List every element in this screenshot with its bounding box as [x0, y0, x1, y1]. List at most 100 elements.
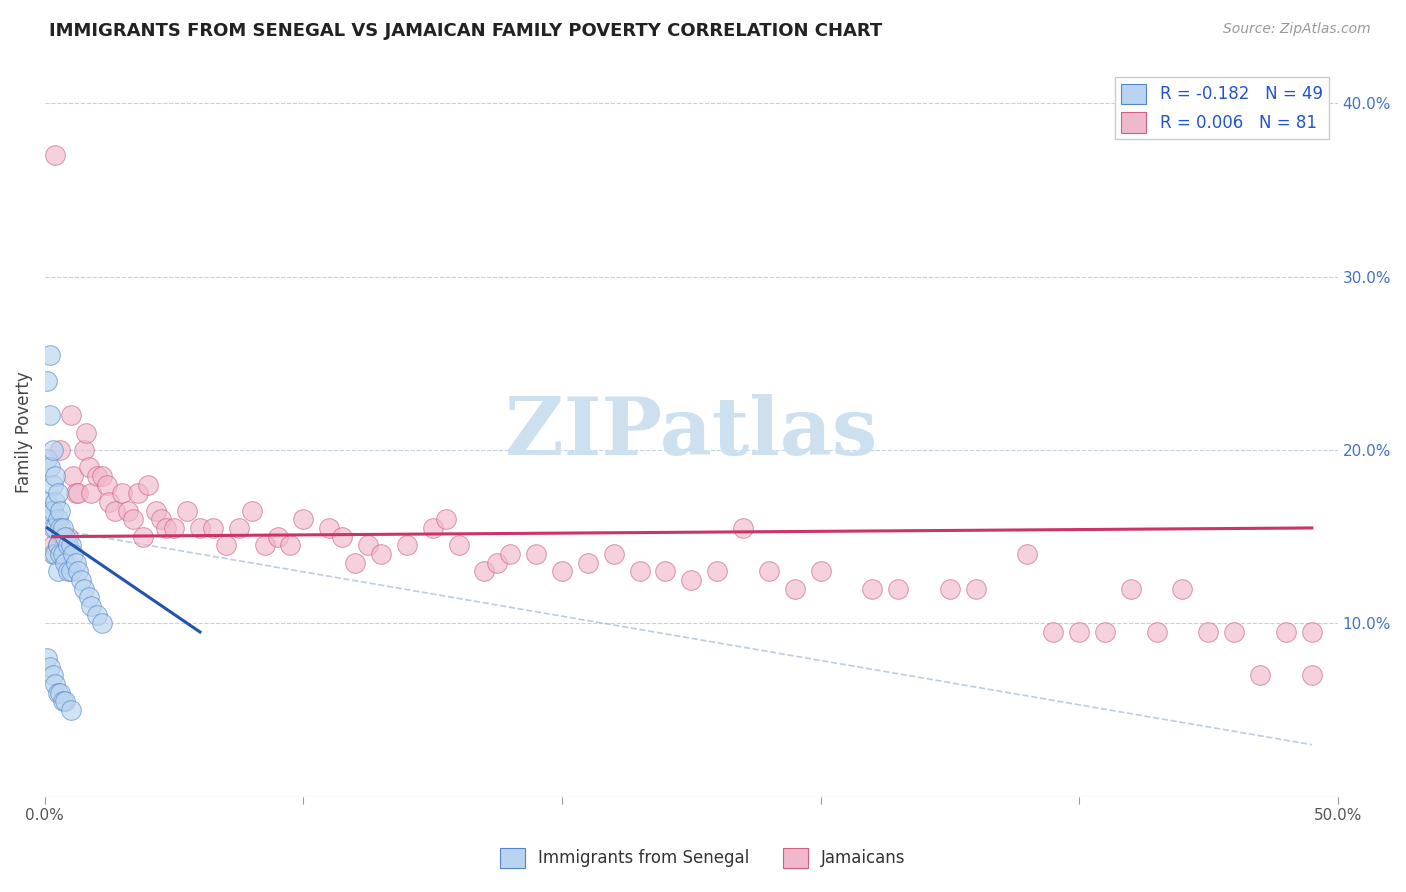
Point	[37, 495, 59, 509]
Point	[46, 686, 69, 700]
Point	[46, 486, 69, 500]
Point	[1067, 624, 1090, 639]
Point	[67, 486, 90, 500]
Point	[49, 521, 72, 535]
Point	[96, 477, 118, 491]
Point	[434, 512, 457, 526]
Point	[49, 547, 72, 561]
Legend: R = -0.182   N = 49, R = 0.006   N = 81: R = -0.182 N = 49, R = 0.006 N = 81	[1115, 77, 1329, 139]
Point	[731, 521, 754, 535]
Point	[810, 564, 832, 578]
Point	[1119, 582, 1142, 596]
Point	[1094, 624, 1116, 639]
Point	[292, 512, 315, 526]
Point	[98, 495, 121, 509]
Point	[201, 521, 224, 535]
Point	[55, 556, 77, 570]
Point	[52, 547, 75, 561]
Point	[939, 582, 962, 596]
Point	[41, 442, 63, 457]
Point	[155, 521, 177, 535]
Point	[46, 564, 69, 578]
Point	[46, 512, 69, 526]
Point	[52, 521, 75, 535]
Point	[887, 582, 910, 596]
Point	[1249, 668, 1271, 682]
Point	[55, 694, 77, 708]
Text: Source: ZipAtlas.com: Source: ZipAtlas.com	[1223, 22, 1371, 37]
Point	[117, 503, 139, 517]
Point	[49, 686, 72, 700]
Point	[965, 582, 987, 596]
Point	[41, 547, 63, 561]
Point	[44, 469, 66, 483]
Point	[80, 486, 103, 500]
Point	[39, 409, 62, 423]
Point	[474, 564, 496, 578]
Point	[422, 521, 444, 535]
Point	[121, 512, 143, 526]
Point	[145, 503, 167, 517]
Point	[280, 538, 302, 552]
Point	[44, 677, 66, 691]
Point	[59, 538, 82, 552]
Point	[44, 148, 66, 162]
Point	[59, 703, 82, 717]
Point	[52, 530, 75, 544]
Point	[49, 442, 72, 457]
Text: IMMIGRANTS FROM SENEGAL VS JAMAICAN FAMILY POVERTY CORRELATION CHART: IMMIGRANTS FROM SENEGAL VS JAMAICAN FAMI…	[49, 22, 883, 40]
Point	[41, 503, 63, 517]
Point	[59, 409, 82, 423]
Point	[55, 530, 77, 544]
Point	[370, 547, 392, 561]
Point	[576, 556, 599, 570]
Point	[1146, 624, 1168, 639]
Point	[228, 521, 250, 535]
Point	[46, 538, 69, 552]
Point	[44, 495, 66, 509]
Point	[90, 616, 112, 631]
Point	[318, 521, 340, 535]
Point	[706, 564, 728, 578]
Point	[46, 538, 69, 552]
Point	[41, 521, 63, 535]
Point	[77, 460, 100, 475]
Point	[1275, 624, 1298, 639]
Point	[127, 486, 149, 500]
Point	[486, 556, 509, 570]
Point	[783, 582, 806, 596]
Point	[55, 538, 77, 552]
Point	[52, 694, 75, 708]
Point	[1223, 624, 1246, 639]
Point	[602, 547, 624, 561]
Point	[150, 512, 173, 526]
Point	[39, 659, 62, 673]
Point	[1042, 624, 1064, 639]
Text: ZIPatlas: ZIPatlas	[505, 393, 877, 472]
Point	[176, 503, 198, 517]
Point	[72, 442, 94, 457]
Point	[266, 530, 288, 544]
Point	[62, 547, 84, 561]
Point	[39, 348, 62, 362]
Point	[41, 538, 63, 552]
Point	[551, 564, 574, 578]
Point	[39, 503, 62, 517]
Point	[65, 556, 87, 570]
Point	[524, 547, 547, 561]
Point	[1171, 582, 1194, 596]
Point	[77, 591, 100, 605]
Point	[37, 651, 59, 665]
Point	[39, 460, 62, 475]
Point	[86, 469, 108, 483]
Point	[44, 547, 66, 561]
Y-axis label: Family Poverty: Family Poverty	[15, 372, 32, 493]
Point	[56, 538, 79, 552]
Point	[56, 564, 79, 578]
Point	[59, 564, 82, 578]
Point	[1301, 668, 1323, 682]
Point	[253, 538, 276, 552]
Point	[86, 607, 108, 622]
Point	[41, 477, 63, 491]
Point	[860, 582, 883, 596]
